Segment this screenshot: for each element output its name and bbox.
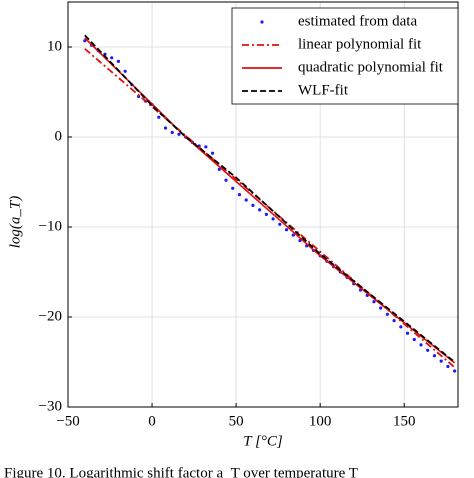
x-axis-label: T [°C] [243, 433, 283, 449]
x-tick-label: 0 [148, 413, 156, 429]
data-point [123, 69, 127, 73]
legend-label: linear polynomial fit [298, 36, 422, 52]
y-tick-label: −20 [39, 308, 62, 324]
data-point [177, 132, 181, 136]
x-tick-label: −50 [56, 413, 79, 429]
legend-label: WLF-fit [298, 82, 349, 98]
data-point [271, 217, 275, 221]
data-point [204, 145, 208, 149]
legend-label: estimated from data [298, 13, 417, 29]
data-point [399, 325, 403, 329]
x-tick-label: 50 [229, 413, 244, 429]
data-point [278, 222, 282, 226]
data-point [116, 59, 121, 64]
data-point [231, 186, 235, 190]
data-point [426, 348, 430, 352]
plot-frame [67, 1, 459, 408]
data-point [157, 115, 161, 119]
y-tick-label: 0 [55, 128, 63, 144]
data-point [291, 233, 295, 237]
data-point [446, 364, 450, 369]
fit-line [84, 34, 456, 363]
data-point [284, 228, 289, 232]
data-point [453, 369, 457, 373]
data-point [412, 337, 416, 342]
y-tick-label: −30 [39, 398, 62, 414]
data-point [372, 300, 376, 304]
data-point [210, 151, 215, 155]
x-tick-label: 100 [309, 413, 332, 429]
data-point [392, 319, 396, 323]
data-point [385, 312, 389, 316]
data-point [110, 56, 114, 60]
data-point [432, 354, 437, 358]
data-point [405, 331, 410, 335]
y-tick-label: −10 [39, 218, 62, 234]
data-point [244, 198, 248, 202]
legend-marker [260, 20, 264, 24]
x-tick-label: 150 [393, 413, 416, 429]
legend-box [231, 7, 459, 105]
data-point [258, 208, 262, 212]
data-point [237, 193, 242, 197]
data-point [379, 306, 383, 310]
data-point [170, 130, 174, 135]
data-point [419, 343, 423, 347]
y-axis-label: log(a_T) [7, 196, 23, 249]
legend-label: quadratic polynomial fit [298, 59, 444, 75]
data-point [163, 126, 168, 130]
y-tick-label: 10 [47, 38, 62, 54]
data-point [439, 359, 443, 363]
data-point [251, 203, 255, 207]
data-point [217, 167, 221, 171]
data-point [264, 212, 268, 216]
caption: Figure 10. Logarithmic shift factor a_T … [4, 465, 358, 478]
data-point [224, 178, 228, 182]
